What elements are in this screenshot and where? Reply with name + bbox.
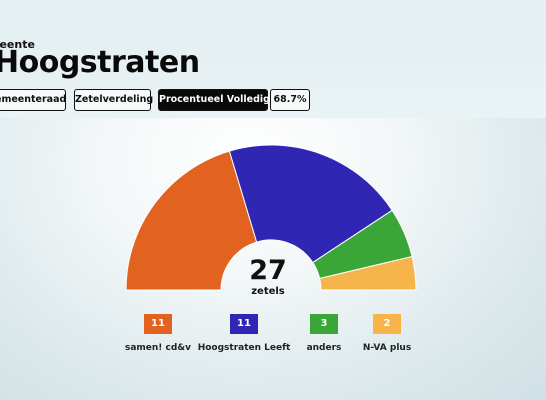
municipality-kicker: meente [0, 38, 35, 51]
page-title: Hoogstraten [0, 45, 200, 80]
total-seats: 27 [249, 255, 287, 286]
legend-seats: 3 [310, 314, 338, 334]
tab-turnout[interactable]: 68.7% [270, 89, 310, 111]
seat-chart: 27 zetels 11 samen! cd&v 11 Hoogstraten … [0, 118, 546, 400]
seat-segment-hoogstraten-leeft [228, 144, 393, 264]
header: meente Hoogstraten emeenteraad Zetelverd… [0, 0, 546, 118]
hemicycle-svg [125, 144, 417, 291]
legend-label: Hoogstraten Leeft [197, 343, 291, 353]
tab-gemeenteraad[interactable]: emeenteraad [0, 89, 66, 111]
tab-zetelverdeling[interactable]: Zetelverdeling [74, 89, 153, 111]
legend-label: N-VA plus [362, 343, 412, 353]
legend-seats: 11 [144, 314, 172, 334]
legend-seats: 11 [230, 314, 258, 334]
tab-procentueel-volledig[interactable]: Procentueel Volledig [158, 89, 270, 111]
legend-item-hoogstraten-leeft: 11 Hoogstraten Leeft [179, 314, 309, 353]
seat-segment-samen-cd-v [125, 150, 258, 291]
legend-item-anders: 3 anders [259, 314, 389, 353]
legend-label: anders [306, 343, 342, 353]
legend-seats: 2 [373, 314, 401, 334]
seat-segment-n-va-plus [319, 255, 417, 291]
legend-item-n-va-plus: 2 N-VA plus [322, 314, 452, 353]
legend-label: samen! cd&v [124, 343, 192, 353]
total-seats-label: zetels [251, 286, 285, 297]
legend-item-samen-cdv: 11 samen! cd&v [93, 314, 223, 353]
